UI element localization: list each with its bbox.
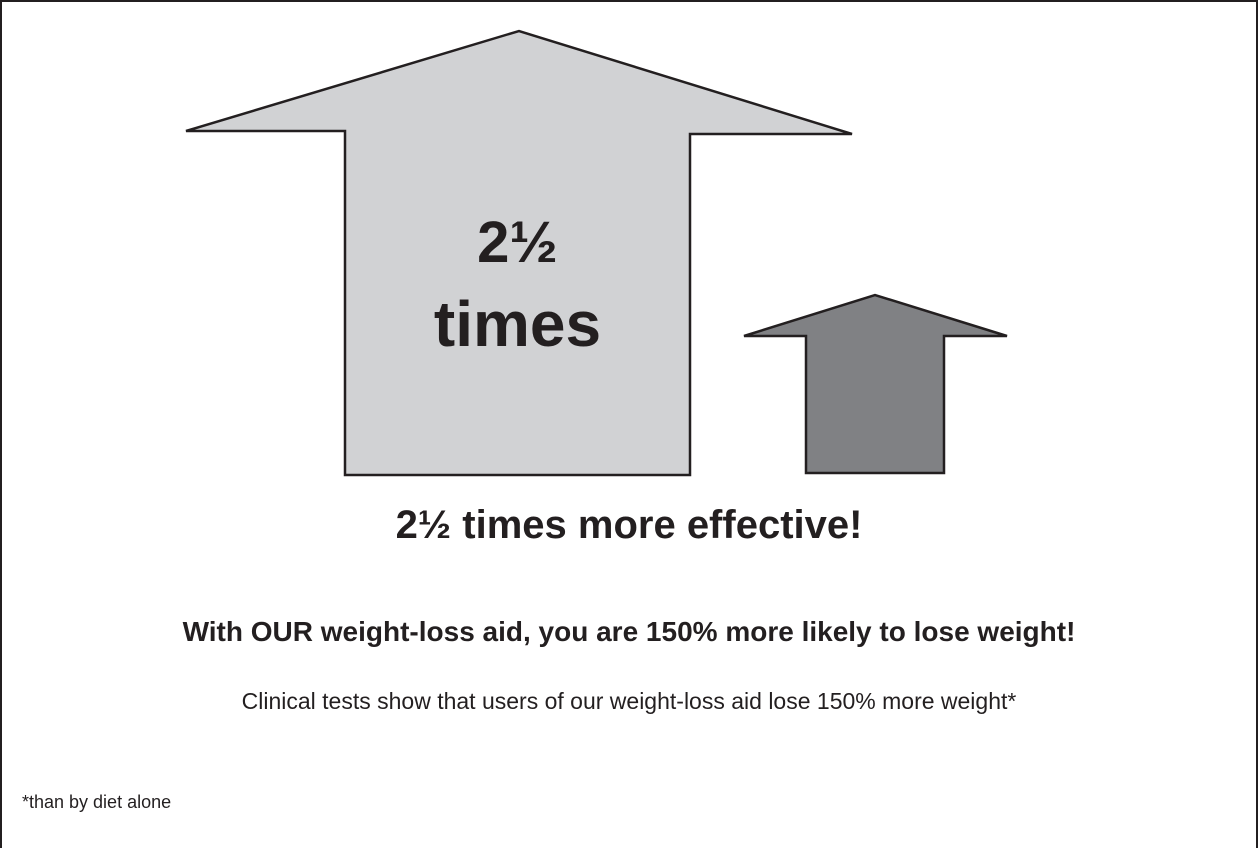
small-arrow	[743, 293, 1008, 475]
big-arrow-label-number: 2½	[477, 210, 558, 275]
headline: 2½ times more effective!	[395, 503, 863, 547]
big-arrow	[185, 29, 853, 477]
big-arrow-label-times: times	[433, 288, 602, 360]
detail-text: Clinical tests show that users of our we…	[241, 688, 1017, 714]
footnote: *than by diet alone	[22, 792, 172, 812]
claim-text: With OUR weight-loss aid, you are 150% m…	[182, 616, 1076, 647]
